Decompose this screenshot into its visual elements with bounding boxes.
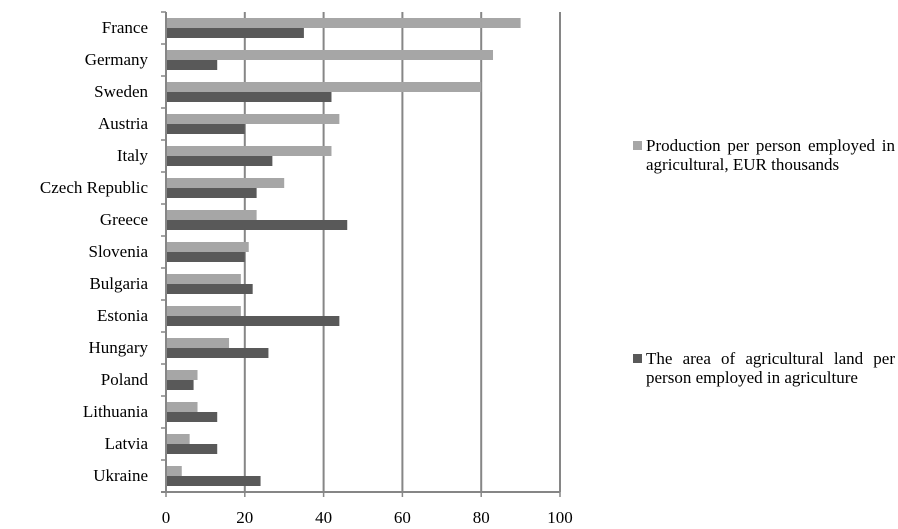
bar-production-sweden: [166, 82, 482, 92]
category-label-slovenia: Slovenia: [89, 242, 149, 261]
x-tick-label-60: 60: [394, 508, 411, 527]
category-label-bulgaria: Bulgaria: [89, 274, 148, 293]
bar-area-latvia: [166, 444, 218, 454]
bar-area-poland: [166, 380, 194, 390]
legend-swatch-production: [633, 141, 642, 150]
bar-production-hungary: [166, 338, 230, 348]
bar-production-latvia: [166, 434, 190, 444]
category-label-sweden: Sweden: [94, 82, 148, 101]
category-label-estonia: Estonia: [97, 306, 148, 325]
legend-swatch-area: [633, 354, 642, 363]
legend-item-area: The area of agricultural land per person…: [633, 349, 895, 387]
legend-label-production: Production per person employed in agricu…: [646, 136, 895, 174]
bar-area-slovenia: [166, 252, 245, 262]
bar-area-greece: [166, 220, 348, 230]
bar-production-poland: [166, 370, 198, 380]
category-label-germany: Germany: [85, 50, 149, 69]
bar-production-italy: [166, 146, 332, 156]
bar-area-france: [166, 28, 304, 38]
bar-area-sweden: [166, 92, 332, 102]
bar-area-italy: [166, 156, 273, 166]
legend-item-production: Production per person employed in agricu…: [633, 136, 895, 174]
bar-production-estonia: [166, 306, 241, 316]
category-label-latvia: Latvia: [105, 434, 149, 453]
bar-production-bulgaria: [166, 274, 241, 284]
bar-area-germany: [166, 60, 218, 70]
bar-area-lithuania: [166, 412, 218, 422]
bar-area-bulgaria: [166, 284, 253, 294]
bars: [166, 18, 521, 486]
bar-production-czech-republic: [166, 178, 285, 188]
bar-production-ukraine: [166, 466, 182, 476]
category-label-lithuania: Lithuania: [83, 402, 149, 421]
category-label-greece: Greece: [100, 210, 148, 229]
bar-production-lithuania: [166, 402, 198, 412]
bar-production-greece: [166, 210, 257, 220]
bar-production-slovenia: [166, 242, 249, 252]
category-label-france: France: [102, 18, 148, 37]
category-label-poland: Poland: [101, 370, 149, 389]
category-label-ukraine: Ukraine: [93, 466, 148, 485]
bar-production-france: [166, 18, 521, 28]
legend-label-area: The area of agricultural land per person…: [646, 349, 895, 387]
axes: [161, 11, 561, 497]
x-tick-label-0: 0: [162, 508, 171, 527]
x-tick-label-20: 20: [236, 508, 253, 527]
bar-production-austria: [166, 114, 340, 124]
category-labels: France Germany Sweden Austria Italy Czech Rep…: [40, 18, 149, 485]
x-tick-label-100: 100: [547, 508, 573, 527]
x-tick-label-40: 40: [315, 508, 332, 527]
category-label-czech-republic: Czech Republic: [40, 178, 149, 197]
bar-area-czech-republic: [166, 188, 257, 198]
x-tick-label-80: 80: [473, 508, 490, 527]
category-label-austria: Austria: [98, 114, 149, 133]
x-tick-labels: 0 20 40 60 80 100: [162, 508, 573, 527]
bar-area-hungary: [166, 348, 269, 358]
bar-area-austria: [166, 124, 245, 134]
category-label-italy: Italy: [117, 146, 149, 165]
bar-production-germany: [166, 50, 494, 60]
bar-area-ukraine: [166, 476, 261, 486]
category-label-hungary: Hungary: [89, 338, 149, 357]
bar-area-estonia: [166, 316, 340, 326]
